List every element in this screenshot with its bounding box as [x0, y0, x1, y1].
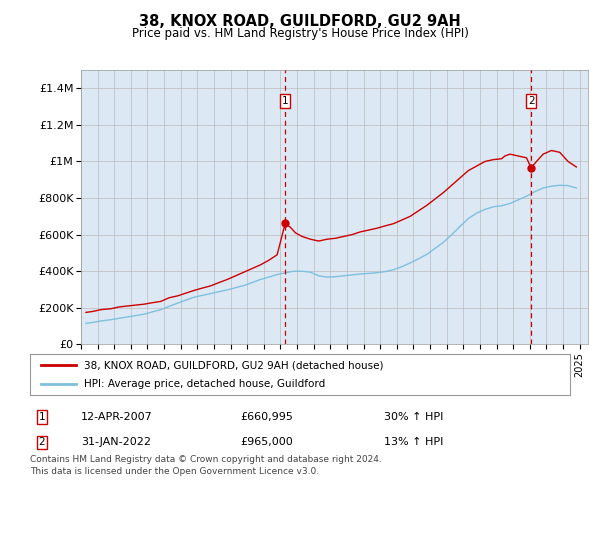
Text: 13% ↑ HPI: 13% ↑ HPI — [384, 437, 443, 447]
Text: 38, KNOX ROAD, GUILDFORD, GU2 9AH (detached house): 38, KNOX ROAD, GUILDFORD, GU2 9AH (detac… — [84, 361, 383, 370]
Text: 12-APR-2007: 12-APR-2007 — [81, 412, 153, 422]
Text: Price paid vs. HM Land Registry's House Price Index (HPI): Price paid vs. HM Land Registry's House … — [131, 27, 469, 40]
Text: 30% ↑ HPI: 30% ↑ HPI — [384, 412, 443, 422]
Text: 2: 2 — [38, 437, 46, 447]
Text: 38, KNOX ROAD, GUILDFORD, GU2 9AH: 38, KNOX ROAD, GUILDFORD, GU2 9AH — [139, 14, 461, 29]
Text: HPI: Average price, detached house, Guildford: HPI: Average price, detached house, Guil… — [84, 379, 325, 389]
Text: 31-JAN-2022: 31-JAN-2022 — [81, 437, 151, 447]
Text: 1: 1 — [38, 412, 46, 422]
Text: 1: 1 — [282, 96, 289, 106]
Text: Contains HM Land Registry data © Crown copyright and database right 2024.
This d: Contains HM Land Registry data © Crown c… — [30, 455, 382, 476]
Text: £965,000: £965,000 — [240, 437, 293, 447]
Text: 2: 2 — [528, 96, 535, 106]
Text: £660,995: £660,995 — [240, 412, 293, 422]
